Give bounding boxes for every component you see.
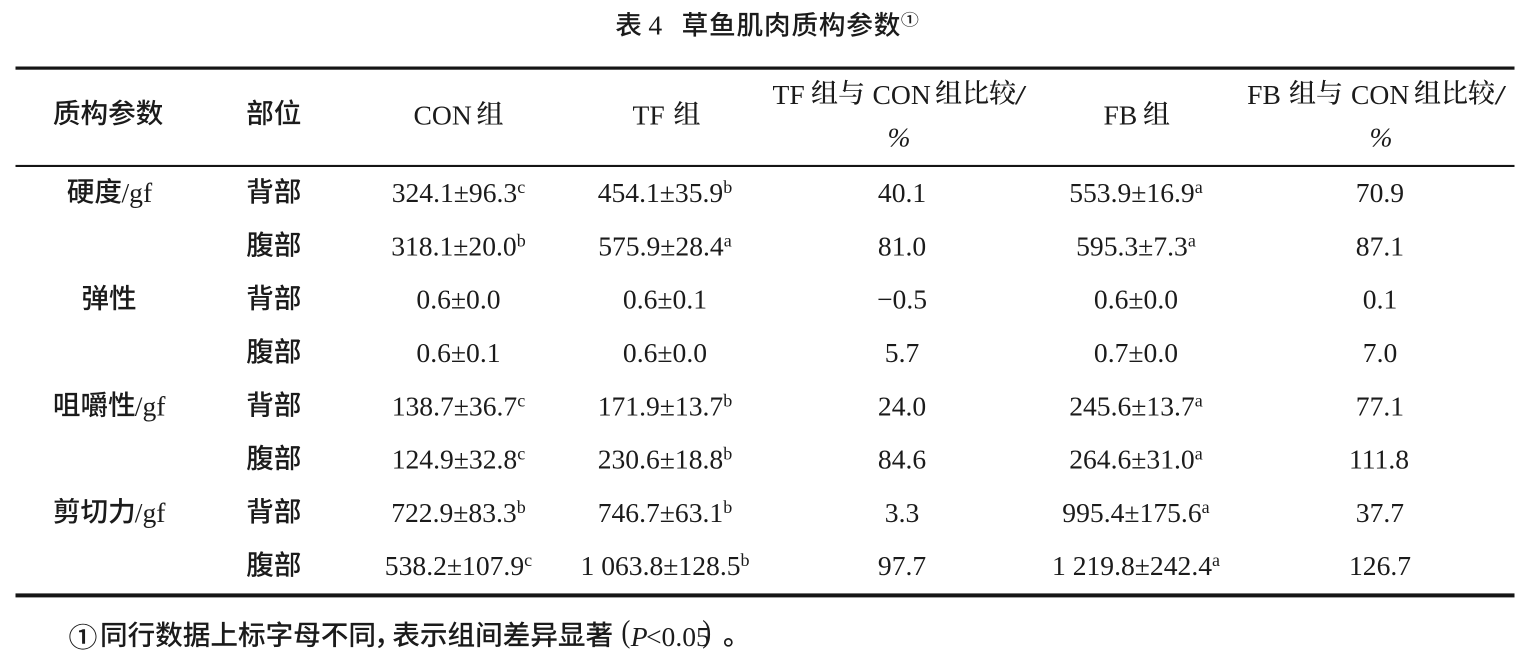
svg-text:0.7±0.0: 0.7±0.0	[1094, 337, 1178, 368]
svg-text:0.6±0.1: 0.6±0.1	[416, 337, 500, 368]
svg-text:318.1±20.0b: 318.1±20.0b	[391, 230, 526, 261]
svg-text:324.1±96.3c: 324.1±96.3c	[392, 177, 526, 208]
svg-text:1 063.8±128.5b: 1 063.8±128.5b	[581, 550, 750, 581]
svg-text:CON: CON	[873, 79, 931, 110]
svg-text:/gf: /gf	[135, 497, 166, 528]
svg-text:264.6±31.0a: 264.6±31.0a	[1069, 444, 1203, 475]
svg-text:553.9±16.9a: 553.9±16.9a	[1069, 177, 1203, 208]
svg-text:24.0: 24.0	[878, 390, 926, 421]
svg-text:37.7: 37.7	[1356, 497, 1404, 528]
svg-text:538.2±107.9c: 538.2±107.9c	[385, 550, 532, 581]
svg-text:%: %	[888, 122, 911, 153]
svg-text:TF: TF	[633, 99, 665, 130]
svg-text:97.7: 97.7	[878, 550, 926, 581]
svg-text:245.6±13.7a: 245.6±13.7a	[1069, 390, 1203, 421]
svg-text:4: 4	[648, 10, 662, 41]
svg-text:FB: FB	[1247, 79, 1281, 110]
svg-text:(: (	[621, 615, 630, 649]
svg-text:/gf: /gf	[135, 390, 166, 421]
svg-text:171.9±13.7b: 171.9±13.7b	[598, 390, 733, 421]
svg-text:111.8: 111.8	[1349, 444, 1409, 475]
svg-text:P: P	[630, 621, 648, 652]
svg-text:124.9±32.8c: 124.9±32.8c	[392, 444, 526, 475]
svg-text:/: /	[1015, 80, 1027, 110]
svg-text:CON: CON	[414, 99, 472, 130]
svg-text:81.0: 81.0	[878, 230, 926, 261]
svg-text:CON: CON	[1351, 79, 1409, 110]
svg-text:722.9±83.3b: 722.9±83.3b	[391, 497, 526, 528]
svg-text:<0.05: <0.05	[646, 621, 710, 652]
svg-text:0.6±0.0: 0.6±0.0	[1094, 284, 1178, 315]
svg-text:0.6±0.1: 0.6±0.1	[623, 284, 707, 315]
svg-text:/gf: /gf	[122, 177, 153, 208]
svg-text:3.3: 3.3	[885, 497, 920, 528]
svg-text:454.1±35.9b: 454.1±35.9b	[598, 177, 733, 208]
svg-text:126.7: 126.7	[1349, 550, 1411, 581]
svg-text:FB: FB	[1104, 99, 1138, 130]
svg-text:70.9: 70.9	[1356, 177, 1404, 208]
svg-text:0.6±0.0: 0.6±0.0	[623, 337, 707, 368]
svg-text:TF: TF	[773, 79, 805, 110]
svg-text:230.6±18.8b: 230.6±18.8b	[598, 444, 733, 475]
svg-text:77.1: 77.1	[1356, 390, 1404, 421]
svg-text:−0.5: −0.5	[877, 284, 927, 315]
svg-text:84.6: 84.6	[878, 444, 926, 475]
svg-text:): )	[702, 615, 711, 649]
svg-text:87.1: 87.1	[1356, 230, 1404, 261]
svg-text:5.7: 5.7	[885, 337, 920, 368]
svg-text:/: /	[1495, 80, 1507, 110]
svg-text:7.0: 7.0	[1363, 337, 1398, 368]
svg-text:%: %	[1370, 122, 1393, 153]
svg-text:995.4±175.6a: 995.4±175.6a	[1062, 497, 1209, 528]
svg-text:0.6±0.0: 0.6±0.0	[416, 284, 500, 315]
svg-text:0.1: 0.1	[1363, 284, 1398, 315]
svg-text:746.7±63.1b: 746.7±63.1b	[598, 497, 733, 528]
svg-text:40.1: 40.1	[878, 177, 926, 208]
svg-text:575.9±28.4a: 575.9±28.4a	[598, 230, 732, 261]
svg-text:138.7±36.7c: 138.7±36.7c	[392, 390, 526, 421]
svg-text:1 219.8±242.4a: 1 219.8±242.4a	[1052, 550, 1220, 581]
svg-text:595.3±7.3a: 595.3±7.3a	[1076, 230, 1196, 261]
